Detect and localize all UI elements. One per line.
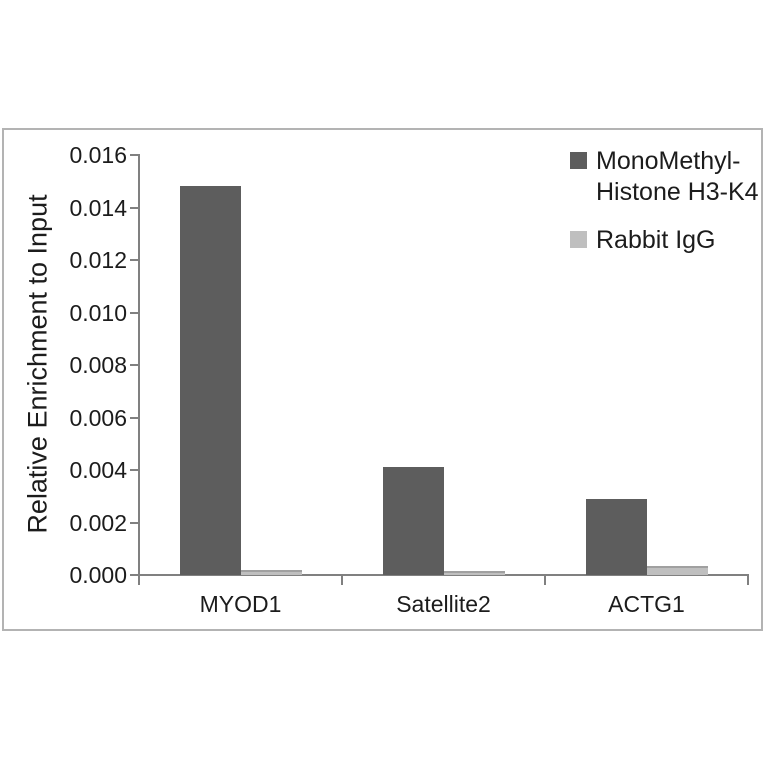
y-axis-line: [138, 154, 140, 578]
legend-item: MonoMethyl- Histone H3-K4: [570, 146, 759, 208]
legend-swatch-icon: [570, 152, 587, 169]
bar-rabbit-igg-actg1: [646, 566, 708, 575]
y-tick-mark: [130, 469, 138, 471]
bar-monomethyl-histone-h3-k4-satellite2: [382, 467, 444, 575]
bar-rabbit-igg-myod1: [240, 570, 302, 575]
x-axis-line: [138, 574, 749, 576]
y-tick-mark: [130, 206, 138, 209]
y-tick-mark: [130, 364, 138, 366]
chart-frame: Relative Enrichment to Input 0.000 0.002 0…: [2, 128, 763, 631]
y-tick-mark: [130, 154, 138, 156]
bar-monomethyl-histone-h3-k4-actg1: [585, 499, 647, 575]
y-tick-label: 0.002: [69, 509, 127, 536]
bar-monomethyl-histone-h3-k4-myod1: [179, 186, 241, 575]
plot-area: Relative Enrichment to Input 0.000 0.002 0…: [4, 130, 761, 629]
y-tick-mark: [130, 574, 138, 576]
bar-rabbit-igg-satellite2: [443, 571, 505, 575]
x-tick-mark: [341, 575, 343, 585]
x-category-label: Satellite2: [396, 591, 491, 617]
y-tick-mark: [130, 416, 138, 419]
y-tick-label: 0.004: [69, 457, 127, 483]
y-tick-mark: [130, 521, 138, 524]
x-tick-mark: [747, 575, 749, 585]
x-tick-mark: [544, 575, 546, 585]
legend: MonoMethyl- Histone H3-K4 Rabbit IgG: [570, 146, 759, 256]
y-tick-mark: [130, 311, 138, 314]
y-tick-mark: [130, 259, 138, 261]
y-tick-label: 0.014: [69, 194, 127, 221]
legend-swatch-icon: [570, 231, 587, 248]
y-tick-label: 0.012: [69, 247, 127, 273]
legend-item: Rabbit IgG: [570, 225, 759, 256]
x-category-label: ACTG1: [608, 591, 685, 617]
legend-label: Rabbit IgG: [596, 226, 716, 254]
y-tick-label: 0.000: [69, 562, 127, 588]
x-category-label: MYOD1: [199, 591, 282, 617]
legend-label: MonoMethyl- Histone H3-K4: [596, 147, 759, 206]
y-tick-label: 0.008: [69, 352, 127, 378]
y-tick-label: 0.006: [69, 404, 127, 431]
x-tick-mark: [138, 575, 140, 585]
y-tick-label: 0.010: [69, 299, 127, 326]
y-tick-label: 0.016: [69, 142, 127, 168]
